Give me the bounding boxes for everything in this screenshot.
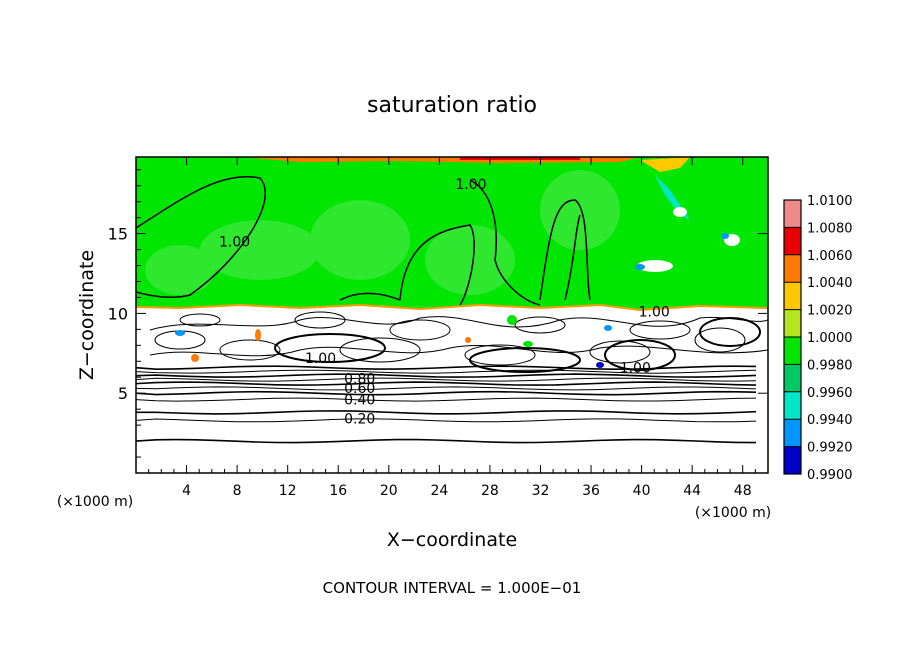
colorbar-label: 0.9920 [807,441,853,456]
y-axis: 5 10 15 [108,169,768,458]
colorbar-label: 1.0100 [807,194,853,209]
contour-line [136,397,757,402]
contour-line [136,438,757,444]
colorbar-label: 0.9940 [807,413,853,428]
colorbar-label: 0.9960 [807,386,853,401]
contour-line [136,365,757,371]
x-tick-label: 48 [734,483,752,499]
y-tick-label: 10 [108,304,128,323]
x-tick-label: 28 [481,483,499,499]
colorbar-label: 0.9900 [807,468,853,483]
contour-label: 1.00 [219,234,250,250]
contour-label: 0.80 [344,372,375,388]
x-tick-label: 12 [279,483,297,499]
upper-contours [136,176,591,306]
contour-label: 1.00 [639,305,670,321]
upper-right-spots [635,175,740,272]
x-tick-label: 20 [380,483,398,499]
contour-line [136,390,757,396]
contour-line [136,418,757,423]
light-green-patches [145,170,620,295]
colorbar-swatch [784,282,801,310]
cloud-bold-contours [274,317,761,373]
contour-label: 0.40 [344,392,375,408]
x-axis-label: X−coordinate [387,529,517,551]
x-tick-label: 24 [430,483,448,499]
top-yellow-band [640,157,690,172]
plot-area: 1.00 1.00 1.00 1.00 1.00 0.800.600.40 0.20 [136,157,768,473]
x-tick-label: 40 [633,483,651,499]
colorbar-swatch [784,391,801,420]
contour-line [136,369,757,374]
contour-label: 0.60 [344,381,375,397]
y-tick-label: 5 [118,384,128,403]
colorbar: 1.0100 1.0080 1.0060 1.0040 1.0020 1.0000 0.99… [783,194,853,483]
contour-interval-note: CONTOUR INTERVAL = 1.000E−01 [323,579,582,597]
x-tick-label: 36 [582,483,600,499]
z-unit-label: (×1000 m) [57,494,133,510]
chart-title: saturation ratio [367,93,537,118]
contour-label: 1.00 [620,360,651,376]
contour-line [136,410,757,415]
colorbar-swatch [784,446,801,474]
colorbar-label: 1.0040 [807,276,853,291]
x-tick-label: 8 [233,483,242,499]
colorbar-swatch [784,419,801,447]
cloud-spots [175,315,612,368]
cloud-top-rim [136,303,768,312]
colorbar-swatch [784,364,801,392]
top-red-streak [460,157,580,160]
x-axis: 4 8 12 16 20 24 28 32 36 40 44 48 [148,157,756,499]
horizontal-contours [136,365,757,444]
y-tick-label: 15 [108,225,128,244]
x-tick-label: 44 [683,483,701,499]
colorbar-label: 1.0020 [807,304,853,319]
contour-line [136,386,757,391]
contour-label: 1.00 [305,351,336,367]
contour-line [136,373,757,378]
colorbar-swatch [784,254,801,283]
x-tick-label: 16 [329,483,347,499]
contour-line [136,377,757,382]
colorbar-label: 0.9980 [807,358,853,373]
contour-line [136,381,757,386]
y-axis-label: Z−coordinate [76,250,98,380]
x-unit-label: (×1000 m) [695,505,771,521]
colorbar-swatch [784,309,801,337]
colorbar-label: 1.0080 [807,221,853,236]
contour-labels: 1.00 1.00 1.00 1.00 1.00 0.800.600.40 0.20 [219,177,670,428]
colorbar-label: 1.0000 [807,331,853,346]
x-tick-label: 4 [182,483,191,499]
x-tick-label: 32 [532,483,550,499]
colorbar-label: 1.0060 [807,249,853,264]
colorbar-swatch [784,227,801,255]
contour-label: 0.20 [344,412,375,428]
colorbar-swatch [784,337,801,365]
colorbar-swatch [784,200,801,228]
contour-label: 1.00 [455,177,486,193]
